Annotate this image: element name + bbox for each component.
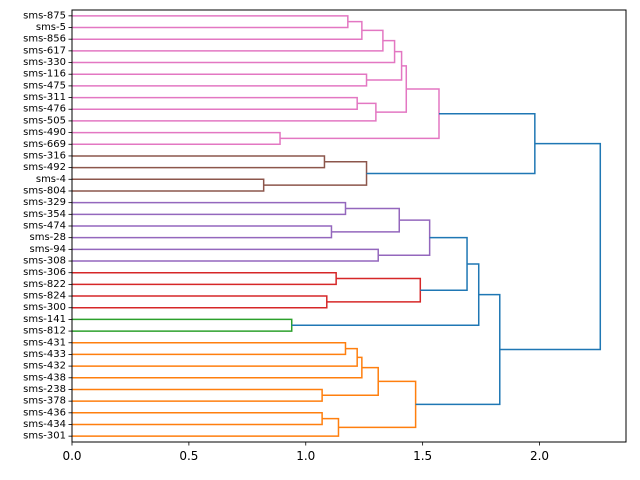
leaf-label-sms-330: sms-330 bbox=[23, 57, 66, 68]
link-m3 bbox=[72, 39, 396, 64]
leaf-label-sms-822: sms-822 bbox=[23, 279, 66, 290]
link-m30 bbox=[322, 366, 379, 397]
link-m32 bbox=[72, 417, 340, 437]
leaf-label-sms-116: sms-116 bbox=[23, 69, 66, 80]
link-m16 bbox=[72, 225, 333, 239]
leaf-label-sms-476: sms-476 bbox=[23, 104, 66, 115]
leaf-label-sms-329: sms-329 bbox=[23, 197, 66, 208]
leaf-labels: sms-875sms-5sms-856sms-617sms-330sms-116… bbox=[23, 10, 72, 442]
leaf-label-sms-475: sms-475 bbox=[23, 80, 66, 91]
leaf-label-sms-354: sms-354 bbox=[23, 209, 66, 220]
link-m24 bbox=[72, 318, 293, 332]
link-m17 bbox=[331, 207, 401, 233]
leaf-label-sms-474: sms-474 bbox=[23, 221, 66, 232]
link-m18 bbox=[72, 248, 379, 262]
link-m9 bbox=[72, 131, 281, 146]
link-m8 bbox=[375, 65, 408, 113]
link-m21 bbox=[72, 295, 328, 309]
link-m4 bbox=[72, 73, 368, 87]
leaf-label-sms-94: sms-94 bbox=[30, 244, 67, 255]
leaf-label-sms-432: sms-432 bbox=[23, 361, 66, 372]
leaf-label-sms-492: sms-492 bbox=[23, 162, 66, 173]
leaf-label-sms-308: sms-308 bbox=[23, 256, 66, 267]
link-m31 bbox=[72, 412, 323, 426]
link-m15 bbox=[72, 201, 347, 216]
link-m27 bbox=[72, 347, 358, 367]
leaf-label-sms-434: sms-434 bbox=[23, 419, 66, 430]
link-m13 bbox=[263, 161, 368, 186]
x-tick-label: 1.5 bbox=[413, 449, 432, 463]
leaf-label-sms-804: sms-804 bbox=[23, 185, 66, 196]
leaf-label-sms-436: sms-436 bbox=[23, 407, 66, 418]
leaf-label-sms-311: sms-311 bbox=[23, 92, 66, 103]
link-m26 bbox=[72, 342, 347, 356]
leaf-label-sms-4: sms-4 bbox=[36, 174, 66, 185]
leaf-label-sms-617: sms-617 bbox=[23, 45, 66, 56]
leaf-label-sms-856: sms-856 bbox=[23, 34, 66, 45]
x-tick-label: 0.0 bbox=[62, 449, 81, 463]
leaf-label-sms-378: sms-378 bbox=[23, 396, 66, 407]
leaf-label-sms-431: sms-431 bbox=[23, 337, 66, 348]
link-m23 bbox=[420, 236, 468, 291]
leaf-label-sms-28: sms-28 bbox=[30, 232, 67, 243]
link-m29 bbox=[72, 388, 323, 402]
link-m6 bbox=[72, 96, 358, 110]
leaf-label-sms-433: sms-433 bbox=[23, 349, 66, 360]
link-m2 bbox=[72, 29, 384, 52]
leaf-label-sms-300: sms-300 bbox=[23, 302, 66, 313]
link-m5 bbox=[366, 50, 403, 81]
leaf-label-sms-316: sms-316 bbox=[23, 150, 66, 161]
link-m14 bbox=[366, 112, 536, 175]
leaf-label-sms-141: sms-141 bbox=[23, 314, 66, 325]
leaf-label-sms-438: sms-438 bbox=[23, 372, 66, 383]
link-m25 bbox=[291, 263, 480, 326]
link-m11 bbox=[72, 155, 326, 169]
leaf-label-sms-301: sms-301 bbox=[23, 431, 66, 442]
link-m35 bbox=[499, 142, 602, 351]
leaf-label-sms-5: sms-5 bbox=[36, 22, 66, 33]
x-tick-label: 0.5 bbox=[179, 449, 198, 463]
leaf-label-sms-306: sms-306 bbox=[23, 267, 66, 278]
link-m33 bbox=[338, 380, 417, 429]
leaf-label-sms-812: sms-812 bbox=[23, 326, 66, 337]
x-axis: 0.0 0.5 1.0 1.5 2.0 bbox=[62, 442, 549, 463]
leaf-label-sms-490: sms-490 bbox=[23, 127, 66, 138]
leaf-label-sms-505: sms-505 bbox=[23, 115, 66, 126]
link-m7 bbox=[72, 102, 377, 122]
link-m12 bbox=[72, 178, 265, 192]
leaf-label-sms-669: sms-669 bbox=[23, 139, 66, 150]
link-m34 bbox=[415, 293, 501, 406]
leaf-label-sms-238: sms-238 bbox=[23, 384, 66, 395]
link-m22 bbox=[326, 277, 422, 303]
link-m1 bbox=[72, 20, 363, 40]
dendrogram-links bbox=[72, 15, 602, 437]
link-m28 bbox=[72, 356, 363, 379]
x-tick-label: 2.0 bbox=[530, 449, 549, 463]
link-m19 bbox=[378, 219, 431, 256]
leaf-label-sms-824: sms-824 bbox=[23, 291, 66, 302]
link-m10 bbox=[280, 88, 440, 140]
x-tick-label: 1.0 bbox=[296, 449, 315, 463]
link-m0 bbox=[72, 15, 349, 29]
leaf-label-sms-875: sms-875 bbox=[23, 10, 66, 21]
link-m20 bbox=[72, 271, 337, 286]
